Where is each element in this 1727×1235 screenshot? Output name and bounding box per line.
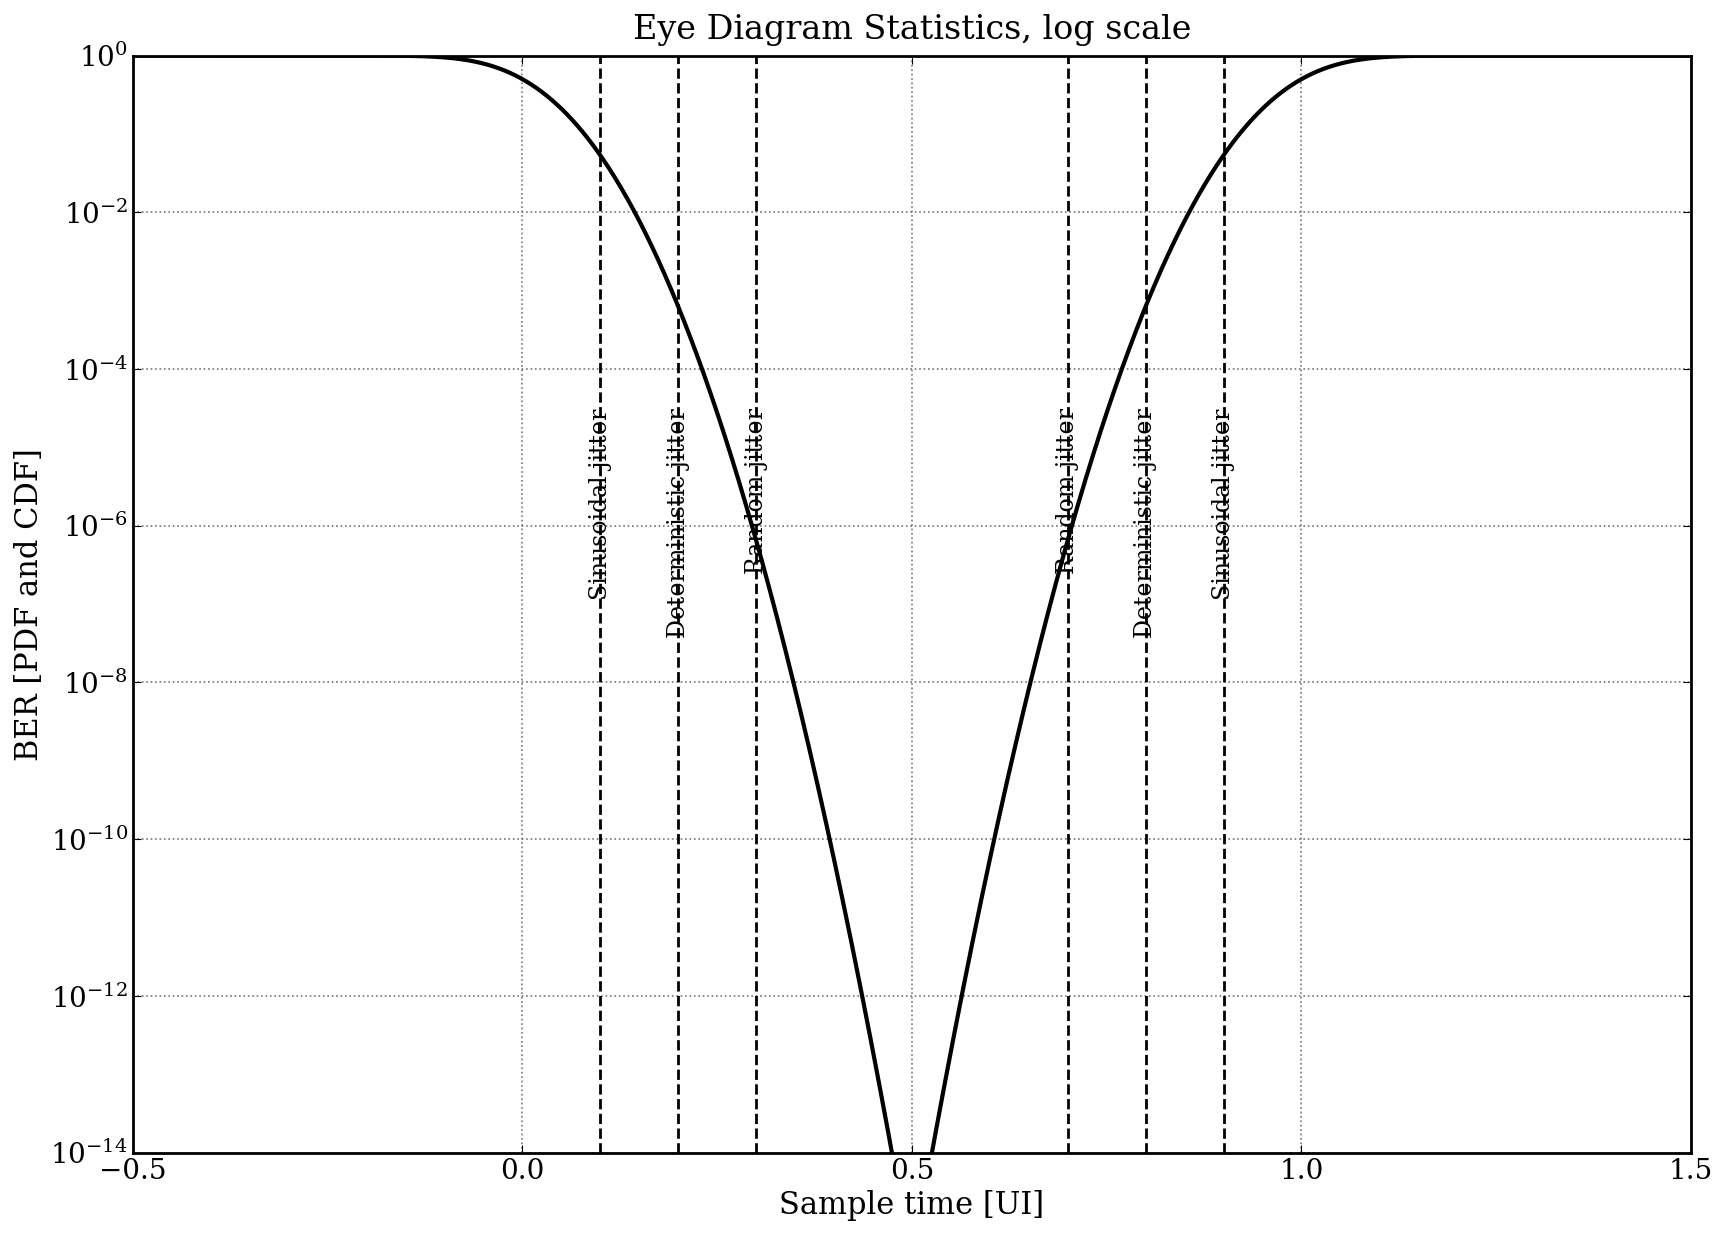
Text: Sinusoidal jitter: Sinusoidal jitter — [1212, 409, 1235, 599]
Text: Random jitter: Random jitter — [1057, 409, 1079, 574]
Y-axis label: BER [PDF and CDF]: BER [PDF and CDF] — [14, 447, 45, 761]
Text: Sinusoidal jitter: Sinusoidal jitter — [589, 409, 611, 599]
Text: Deterministic jitter: Deterministic jitter — [1135, 409, 1157, 638]
Text: Random jitter: Random jitter — [744, 409, 767, 574]
X-axis label: Sample time [UI]: Sample time [UI] — [779, 1191, 1045, 1221]
Text: Deterministic jitter: Deterministic jitter — [667, 409, 689, 638]
Title: Eye Diagram Statistics, log scale: Eye Diagram Statistics, log scale — [632, 14, 1192, 46]
